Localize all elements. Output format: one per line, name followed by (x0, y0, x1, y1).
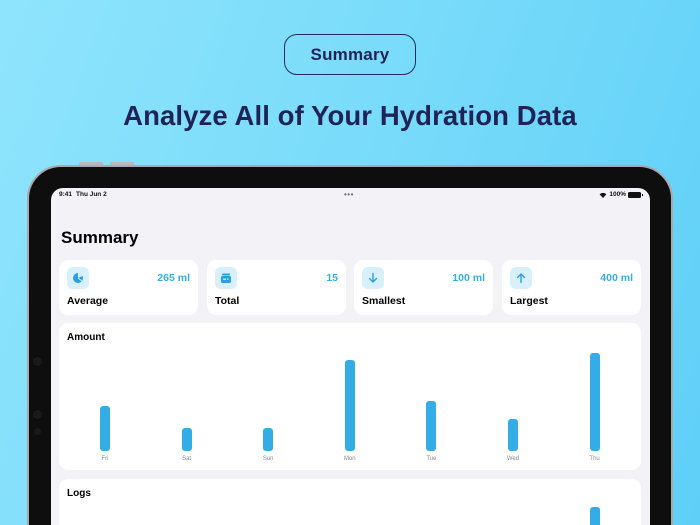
stat-value: 265 ml (157, 272, 190, 284)
bar-fill (589, 353, 600, 451)
bar-mon[interactable]: Mon (330, 323, 370, 470)
logs-bar (590, 507, 600, 525)
status-time: 9:41 (59, 191, 73, 198)
logs-chart-title: Logs (67, 488, 91, 499)
bar-fill (100, 406, 110, 451)
logs-chart-card: Logs (59, 479, 641, 525)
status-bar: 9:41 Thu Jun 2 ••• 100% (51, 190, 650, 203)
stat-label: Largest (510, 295, 548, 307)
bar-fill (508, 419, 518, 451)
x-axis-label: Tue (426, 456, 437, 462)
x-axis-label: Wed (506, 456, 520, 462)
device-top-button (79, 162, 103, 166)
page-title: Summary (61, 228, 139, 247)
pie-chart-icon (67, 267, 89, 289)
status-date: Thu Jun 2 (76, 191, 107, 198)
archive-box-icon (215, 267, 237, 289)
camera-dot (33, 410, 42, 419)
bar-sun[interactable]: Sun (248, 323, 288, 470)
camera-dot (33, 357, 42, 366)
ipad-screen: 9:41 Thu Jun 2 ••• 100% Summary 265 ml A… (51, 188, 650, 525)
bar-wed[interactable]: Wed (493, 323, 533, 470)
stat-card-largest[interactable]: 400 ml Largest (502, 260, 641, 315)
stat-card-average[interactable]: 265 ml Average (59, 260, 198, 315)
multitasking-dots-icon[interactable]: ••• (344, 190, 354, 199)
camera-dot (34, 428, 41, 435)
amount-chart-card: Amount Fri Sat Sun Mon Tue Wed Thu (59, 323, 641, 470)
bar-fill (181, 428, 192, 451)
bar-fri[interactable]: Fri (85, 323, 125, 470)
stat-card-smallest[interactable]: 100 ml Smallest (354, 260, 493, 315)
x-axis-label: Sat (182, 456, 192, 462)
bar-tue[interactable]: Tue (411, 323, 451, 470)
battery-percent: 100% (609, 191, 626, 198)
stat-label: Total (215, 295, 240, 307)
stat-label: Smallest (362, 295, 406, 307)
arrow-up-icon (510, 267, 532, 289)
device-top-button (110, 162, 134, 166)
stat-card-total[interactable]: 15 Total (207, 260, 346, 315)
stat-value: 100 ml (452, 272, 485, 284)
promo-pill: Summary (284, 34, 416, 75)
wifi-icon (600, 192, 607, 198)
promo-headline: Analyze All of Your Hydration Data (123, 100, 577, 131)
bar-thu[interactable]: Thu (575, 323, 615, 470)
arrow-down-icon (362, 267, 384, 289)
x-axis-label: Fri (101, 456, 109, 462)
amount-bar-chart: Fri Sat Sun Mon Tue Wed Thu (59, 323, 641, 470)
x-axis-label: Mon (343, 456, 356, 462)
x-axis-label: Thu (589, 456, 600, 462)
x-axis-label: Sun (262, 456, 274, 462)
amount-chart-title: Amount (67, 332, 105, 343)
bar-fill (426, 401, 437, 451)
bar-fill (344, 360, 355, 451)
stat-label: Average (67, 295, 109, 307)
bar-fill (263, 428, 274, 451)
stat-value: 400 ml (600, 272, 633, 284)
bar-sat[interactable]: Sat (167, 323, 207, 470)
battery-icon (628, 191, 643, 198)
stat-value: 15 (326, 272, 338, 284)
